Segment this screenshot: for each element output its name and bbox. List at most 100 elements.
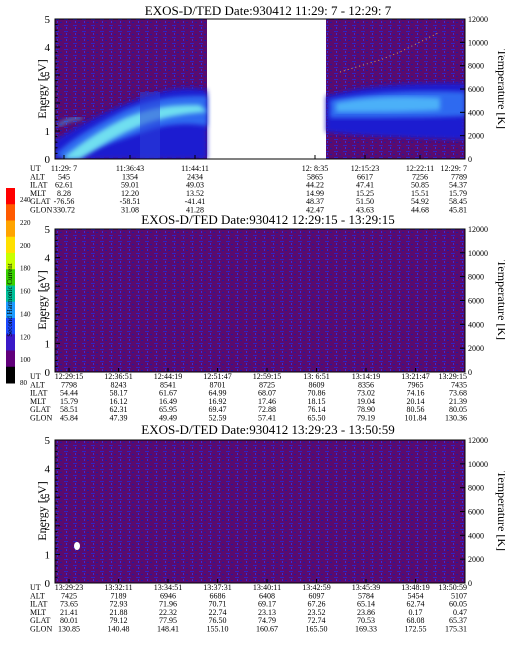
table-row-label: GLON — [30, 206, 52, 215]
y2-tick-label: 6000 — [468, 85, 484, 94]
table-cell: 54.44 — [60, 389, 78, 398]
table-cell: 78.90 — [357, 405, 375, 414]
table-cell: 7425 — [61, 591, 77, 600]
table-cell: 62.61 — [55, 181, 73, 190]
y2-tick-label: 0 — [468, 368, 472, 377]
table-cell: 2434 — [187, 172, 203, 181]
colorbar-tick-label: 120 — [20, 333, 31, 341]
table-cell: 74.16 — [407, 389, 425, 398]
y2-tick-label: 10000 — [468, 249, 488, 258]
y-tick-label: 1 — [45, 549, 51, 561]
table-cell: 8701 — [210, 380, 226, 389]
panel-2-spectrogram — [55, 229, 465, 372]
table-cell: 12:29: 7 — [441, 164, 467, 173]
table-cell: 17.46 — [258, 397, 276, 406]
colorbar-swatch — [6, 285, 15, 303]
y2-tick-label: 4000 — [468, 531, 484, 540]
y2-tick-label: 6000 — [468, 508, 484, 517]
table-cell: 65.50 — [308, 414, 326, 423]
colorbar-tick-label: 100 — [20, 356, 31, 364]
table-cell: 76.50 — [209, 616, 227, 625]
colorbar-swatch — [6, 204, 15, 221]
y-tick-label: 4 — [45, 42, 51, 54]
y-tick-label: 5 — [45, 224, 51, 236]
panel-3: EXOS-D/TED Date:930412 13:29:23 - 13:50:… — [30, 422, 505, 634]
table-cell: 169.33 — [355, 625, 377, 634]
table-cell: 60.05 — [449, 600, 467, 609]
table-cell: 48.37 — [306, 197, 324, 206]
table-cell: 7256 — [412, 172, 428, 181]
table-cell: 8609 — [309, 380, 325, 389]
table-cell: 14.99 — [306, 189, 324, 198]
y2-tick-label: 4000 — [468, 108, 484, 117]
colorbar-tick-label: 160 — [20, 288, 31, 296]
y2-tick-label: 12000 — [468, 436, 488, 445]
table-cell: 31.08 — [121, 206, 139, 215]
table-cell: 5454 — [408, 591, 424, 600]
table-cell: 13:32:11 — [104, 583, 132, 592]
y2-tick-label: 4000 — [468, 320, 484, 329]
colorbar-tick-label: 200 — [20, 242, 31, 250]
table-cell: 45.84 — [60, 414, 78, 423]
table-cell: 54.37 — [449, 181, 467, 190]
y2-tick-label: 0 — [468, 155, 472, 164]
table-cell: 15.79 — [449, 189, 467, 198]
panel-2-title: EXOS-D/TED Date:930412 12:29:15 - 13:29:… — [141, 212, 394, 227]
y2-tick-label: 6000 — [468, 297, 484, 306]
table-cell: 19.04 — [357, 397, 375, 406]
colorbar-swatch — [6, 188, 15, 205]
table-cell: 12:51:47 — [203, 372, 231, 381]
y2-tick-label: 2000 — [468, 132, 484, 141]
table-cell: 13.52 — [186, 189, 204, 198]
table-cell: 545 — [58, 172, 70, 181]
table-cell: 172.55 — [405, 625, 427, 634]
colorbar-label: Second Harmonic Current — [6, 263, 14, 337]
table-cell: 69.17 — [258, 600, 276, 609]
table-cell: 16.12 — [110, 397, 128, 406]
table-cell: 73.02 — [357, 389, 375, 398]
table-cell: 49.49 — [159, 414, 177, 423]
table-cell: 23.52 — [308, 608, 326, 617]
table-cell: 101.84 — [405, 414, 427, 423]
table-cell: 72.93 — [110, 600, 128, 609]
table-cell: 165.50 — [306, 625, 328, 634]
table-cell: 21.39 — [449, 397, 467, 406]
y-tick-label: 3 — [45, 492, 51, 504]
table-cell: 155.10 — [207, 625, 229, 634]
table-cell: 8541 — [160, 380, 176, 389]
table-cell: 7798 — [61, 380, 77, 389]
table-cell: 70.86 — [308, 389, 326, 398]
y-tick-label: 1 — [45, 338, 51, 350]
table-cell: 58.45 — [449, 197, 467, 206]
table-cell: 74.79 — [258, 616, 276, 625]
table-cell: 13:14:19 — [352, 372, 380, 381]
table-cell: 44.22 — [306, 181, 324, 190]
y2-tick-label: 10000 — [468, 460, 488, 469]
y-tick-label: 2 — [45, 310, 51, 322]
table-row-label: ILAT — [30, 389, 47, 398]
table-cell: 42.47 — [306, 206, 324, 215]
table-cell: 148.41 — [157, 625, 179, 634]
y2-tick-label: 8000 — [468, 62, 484, 71]
table-cell: 12:15:23 — [351, 164, 379, 173]
table-cell: 15.25 — [356, 189, 374, 198]
table-cell: 44.68 — [411, 206, 429, 215]
table-cell: 73.68 — [449, 389, 467, 398]
panel-1: EXOS-D/TED Date:930412 11:29: 7 - 12:29:… — [30, 3, 505, 215]
panel-2-y2label: Temperature [K] — [495, 260, 505, 340]
table-cell: 13:29:15 — [439, 372, 467, 381]
table-row-label: MLT — [30, 608, 46, 617]
table-cell: 47.41 — [356, 181, 374, 190]
table-cell: 7789 — [451, 172, 467, 181]
table-cell: 13:45:39 — [352, 583, 380, 592]
table-cell: -41.41 — [185, 197, 206, 206]
table-cell: 7435 — [451, 380, 467, 389]
table-cell: 18.15 — [308, 397, 326, 406]
colorbar-swatch — [6, 318, 15, 335]
y2-tick-label: 12000 — [468, 225, 488, 234]
panel-3-artifact — [74, 542, 80, 550]
table-cell: 5784 — [358, 591, 374, 600]
table-cell: 47.39 — [110, 414, 128, 423]
y-tick-label: 4 — [45, 253, 51, 265]
